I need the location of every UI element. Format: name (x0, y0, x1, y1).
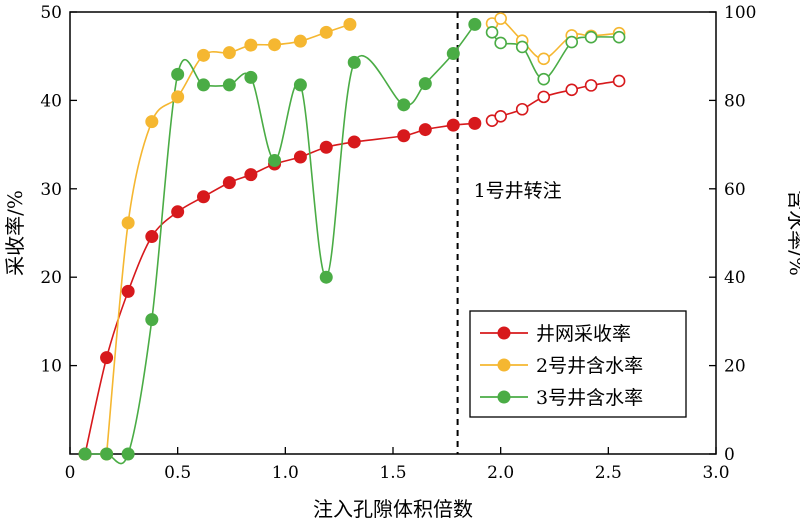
series-line-3 (491, 31, 620, 80)
series-point-2 (244, 38, 258, 52)
series-point-1 (145, 230, 159, 244)
series-point-3 (612, 30, 626, 44)
series-point-2 (293, 34, 307, 48)
legend-label-3: 3号井含水率 (536, 387, 643, 409)
series-point-2 (171, 90, 185, 104)
y-right-tick-label: 40 (724, 268, 746, 288)
series-point-3 (584, 30, 598, 44)
y-right-tick-label: 60 (724, 180, 746, 200)
series-point-3 (485, 26, 499, 39)
chart-series (78, 12, 626, 465)
series-point-1 (347, 135, 361, 149)
series-point-3 (197, 78, 211, 92)
y-left-tick-label: 20 (40, 268, 62, 288)
series-point-3 (397, 98, 411, 112)
series-line-1 (84, 122, 475, 455)
series-point-3 (537, 72, 551, 86)
x-tick-label: 2.0 (487, 463, 514, 483)
series-point-1 (100, 351, 114, 365)
series-point-3 (446, 47, 460, 61)
x-tick-label: 3.0 (702, 463, 729, 483)
series-point-2 (222, 46, 236, 60)
series-point-1 (171, 205, 185, 219)
series-point-1 (397, 129, 411, 143)
series-point-3 (268, 154, 282, 168)
series-point-1 (244, 168, 258, 182)
series-point-3 (515, 40, 529, 54)
series-point-1 (418, 123, 432, 137)
x-tick-label: 0.5 (164, 463, 191, 483)
x-tick-label: 0 (65, 463, 76, 483)
y-right-tick-label: 0 (724, 445, 735, 465)
series-point-3 (418, 77, 432, 91)
series-point-3 (468, 17, 482, 31)
y-right-tick-label: 80 (724, 91, 746, 111)
series-point-1 (565, 83, 579, 97)
series-point-2 (268, 38, 282, 52)
series-point-3 (100, 447, 114, 461)
y-left-tick-label: 10 (40, 357, 62, 377)
y-left-tick-label: 30 (40, 180, 62, 200)
series-point-2 (319, 25, 333, 39)
legend-marker-1 (497, 326, 511, 340)
series-line-3 (85, 23, 476, 465)
series-point-2 (537, 52, 551, 66)
series-point-3 (565, 35, 579, 49)
x-tick-label: 1.5 (379, 463, 406, 483)
series-point-3 (121, 447, 135, 461)
x-tick-label: 2.5 (595, 463, 622, 483)
y-right-tick-label: 100 (724, 3, 756, 23)
series-point-2 (494, 12, 507, 25)
y-left-axis-title: 采收率/% (3, 190, 27, 276)
series-point-3 (171, 67, 185, 81)
chart-axes (69, 11, 717, 455)
y-right-tick-label: 20 (724, 357, 746, 377)
chart-text: 0 0.5 1.0 1.5 2.0 2.5 3.0 10 20 30 40 50 0 20 40 60 80 10… (3, 3, 800, 521)
series-point-1 (468, 116, 482, 130)
series-point-3 (494, 36, 507, 50)
y-left-tick-label: 40 (40, 91, 62, 111)
series-point-3 (244, 70, 258, 84)
series-point-2 (343, 17, 357, 31)
x-axis-title: 注入孔隙体积倍数 (313, 497, 473, 521)
x-tick-label: 1.0 (272, 463, 299, 483)
legend-label-1: 井网采收率 (536, 323, 631, 345)
legend-label-2: 2号井含水率 (536, 355, 643, 377)
series-point-3 (78, 447, 92, 461)
series-point-2 (197, 48, 211, 62)
series-point-1 (494, 110, 507, 123)
series-point-1 (121, 284, 135, 298)
legend-marker-3 (497, 390, 511, 404)
conversion-annotation: 1号井转注 (474, 180, 562, 202)
series-point-3 (145, 313, 159, 327)
legend: 井网采收率 2号井含水率 3号井含水率 (469, 310, 687, 418)
series-point-2 (145, 115, 159, 129)
series-point-3 (347, 55, 361, 69)
y-left-tick-label: 50 (40, 3, 62, 23)
series-point-1 (446, 118, 460, 132)
series-point-3 (319, 270, 333, 284)
series-line-2 (491, 17, 620, 60)
series-point-1 (515, 102, 529, 116)
series-point-1 (612, 74, 626, 88)
series-point-2 (121, 216, 135, 230)
series-line-1 (491, 80, 620, 122)
series-point-1 (222, 176, 236, 190)
series-point-1 (584, 79, 598, 92)
series-point-1 (537, 90, 551, 104)
series-point-1 (319, 140, 333, 154)
series-point-3 (293, 78, 307, 92)
series-point-1 (197, 190, 211, 204)
y-right-axis-title: 含水率/% (785, 190, 800, 276)
series-point-1 (293, 150, 307, 164)
series-point-3 (222, 78, 236, 92)
legend-marker-2 (497, 358, 511, 372)
